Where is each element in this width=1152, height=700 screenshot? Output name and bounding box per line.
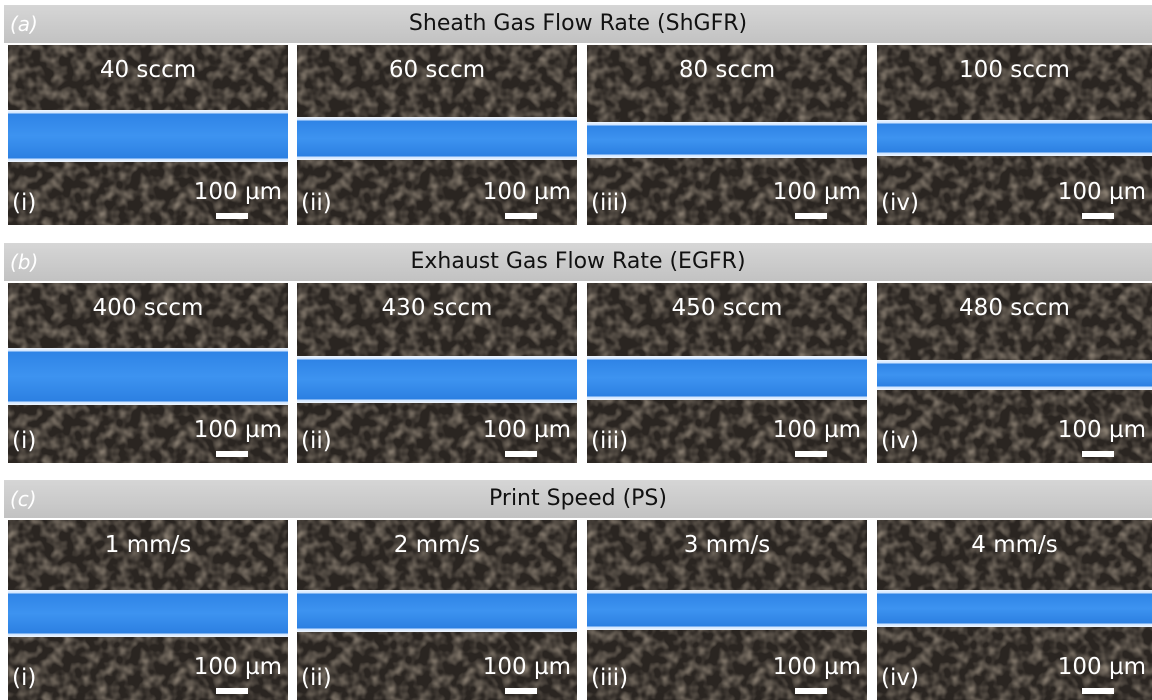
scale-label: 100 µm bbox=[1058, 417, 1146, 443]
scale-label: 100 µm bbox=[1058, 179, 1146, 205]
printed-line bbox=[587, 122, 867, 158]
scale-bar bbox=[216, 213, 248, 219]
scale-label: 100 µm bbox=[483, 179, 571, 205]
panel-index: (iii) bbox=[591, 665, 628, 691]
printed-line bbox=[8, 590, 288, 637]
scale-label: 100 µm bbox=[194, 179, 282, 205]
scale-label: 100 µm bbox=[773, 417, 861, 443]
section-title: Sheath Gas Flow Rate (ShGFR) bbox=[4, 11, 1152, 36]
micrograph: 430 sccm (ii) 100 µm bbox=[297, 283, 577, 463]
printed-line bbox=[8, 348, 288, 405]
micrograph: 400 sccm (i) 100 µm bbox=[8, 283, 288, 463]
scale-bar bbox=[505, 213, 537, 219]
printed-line bbox=[297, 117, 577, 160]
setting-label: 430 sccm bbox=[297, 295, 577, 321]
panel-index: (iv) bbox=[881, 665, 919, 691]
setting-label: 3 mm/s bbox=[587, 532, 867, 558]
micrograph: 3 mm/s (iii) 100 µm bbox=[587, 520, 867, 700]
setting-label: 400 sccm bbox=[8, 295, 288, 321]
section-title: Exhaust Gas Flow Rate (EGFR) bbox=[4, 249, 1152, 274]
section-header: (c)Print Speed (PS) bbox=[4, 480, 1152, 518]
panel-index: (iii) bbox=[591, 428, 628, 454]
scale-label: 100 µm bbox=[773, 179, 861, 205]
setting-label: 2 mm/s bbox=[297, 532, 577, 558]
panel-index: (ii) bbox=[301, 428, 332, 454]
section-header: (b)Exhaust Gas Flow Rate (EGFR) bbox=[4, 243, 1152, 281]
setting-label: 1 mm/s bbox=[8, 532, 288, 558]
printed-line bbox=[877, 590, 1152, 627]
setting-label: 480 sccm bbox=[877, 295, 1152, 321]
scale-label: 100 µm bbox=[194, 654, 282, 680]
printed-line bbox=[297, 356, 577, 403]
micrograph: 1 mm/s (i) 100 µm bbox=[8, 520, 288, 700]
scale-bar bbox=[216, 451, 248, 457]
micrograph: 100 sccm (iv) 100 µm bbox=[877, 45, 1152, 225]
scale-label: 100 µm bbox=[483, 654, 571, 680]
section-title: Print Speed (PS) bbox=[4, 486, 1152, 511]
micrograph: 40 sccm (i) 100 µm bbox=[8, 45, 288, 225]
panel-index: (iv) bbox=[881, 428, 919, 454]
setting-label: 100 sccm bbox=[877, 57, 1152, 83]
panel-index: (i) bbox=[12, 665, 36, 691]
scale-bar bbox=[1082, 213, 1114, 219]
setting-label: 40 sccm bbox=[8, 57, 288, 83]
micrograph: 480 sccm (iv) 100 µm bbox=[877, 283, 1152, 463]
micrograph: 2 mm/s (ii) 100 µm bbox=[297, 520, 577, 700]
panel-index: (iii) bbox=[591, 190, 628, 216]
printed-line bbox=[877, 360, 1152, 390]
micrograph: 60 sccm (ii) 100 µm bbox=[297, 45, 577, 225]
setting-label: 450 sccm bbox=[587, 295, 867, 321]
figure: (() => { const data = JSON.parse(documen… bbox=[0, 0, 1152, 700]
printed-line bbox=[877, 120, 1152, 156]
panel-index: (ii) bbox=[301, 190, 332, 216]
scale-bar bbox=[505, 688, 537, 694]
panel-index: (ii) bbox=[301, 665, 332, 691]
scale-bar bbox=[1082, 451, 1114, 457]
printed-line bbox=[587, 356, 867, 400]
printed-line bbox=[8, 110, 288, 162]
scale-bar bbox=[216, 688, 248, 694]
scale-label: 100 µm bbox=[773, 654, 861, 680]
panel-index: (i) bbox=[12, 428, 36, 454]
micrograph: 450 sccm (iii) 100 µm bbox=[587, 283, 867, 463]
micrograph: 4 mm/s (iv) 100 µm bbox=[877, 520, 1152, 700]
setting-label: 4 mm/s bbox=[877, 532, 1152, 558]
micrograph: 80 sccm (iii) 100 µm bbox=[587, 45, 867, 225]
printed-line bbox=[297, 590, 577, 632]
panel-index: (i) bbox=[12, 190, 36, 216]
scale-label: 100 µm bbox=[194, 417, 282, 443]
scale-bar bbox=[795, 213, 827, 219]
panel-index: (iv) bbox=[881, 190, 919, 216]
printed-line bbox=[587, 590, 867, 630]
scale-bar bbox=[505, 451, 537, 457]
setting-label: 80 sccm bbox=[587, 57, 867, 83]
scale-bar bbox=[795, 688, 827, 694]
scale-bar bbox=[1082, 688, 1114, 694]
scale-label: 100 µm bbox=[483, 417, 571, 443]
scale-label: 100 µm bbox=[1058, 654, 1146, 680]
section-header: (a)Sheath Gas Flow Rate (ShGFR) bbox=[4, 5, 1152, 43]
setting-label: 60 sccm bbox=[297, 57, 577, 83]
scale-bar bbox=[795, 451, 827, 457]
